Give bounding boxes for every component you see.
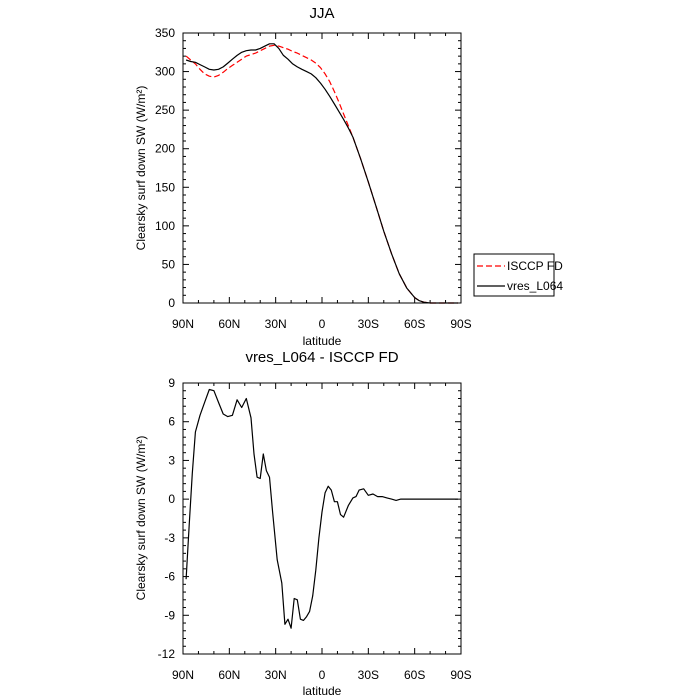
- x-tick-label: 90S: [450, 668, 471, 682]
- series-line-difference: [185, 388, 458, 629]
- y-tick-label: 6: [168, 415, 175, 429]
- y-tick-label: 350: [155, 26, 175, 40]
- y-tick-label: 3: [168, 453, 175, 467]
- y-tick-label: 0: [168, 296, 175, 310]
- x-tick-label: 90N: [172, 317, 194, 331]
- x-tick-label: 30N: [265, 317, 287, 331]
- series-lines: [185, 43, 458, 304]
- x-tick-label: 60S: [404, 668, 425, 682]
- y-tick-label: 200: [155, 142, 175, 156]
- x-tick-label: 90S: [450, 317, 471, 331]
- legend-label-isccp: ISCCP FD: [507, 259, 563, 273]
- legend: ISCCP FD vres_L064: [473, 253, 563, 297]
- x-tick-label: 0: [319, 668, 326, 682]
- y-tick-label: 50: [162, 257, 176, 271]
- x-tick-label: 30S: [358, 317, 379, 331]
- y-tick-label: 0: [168, 492, 175, 506]
- chart-title: vres_L064 - ISCCP FD: [245, 349, 398, 366]
- axis-ticks: 90N 60N 30N 0 30S 60S 90S -12 -9 -6 -3 0 3 6 9: [158, 376, 472, 682]
- x-tick-label: 90N: [172, 668, 194, 682]
- x-tick-label: 60N: [218, 317, 240, 331]
- chart-title: JJA: [309, 5, 334, 22]
- x-axis-label: latitude: [303, 684, 342, 698]
- top-panel: JJA 90N 60N 30N 0 30S 60S 90S 0 50 100 150 200 250 30…: [134, 5, 563, 348]
- x-tick-label: 30S: [358, 668, 379, 682]
- series-line-isccp-fd: [185, 44, 458, 304]
- y-tick-label: 100: [155, 219, 175, 233]
- y-axis-label: Clearsky surf down SW (W/m²): [134, 436, 148, 601]
- x-tick-label: 60N: [218, 668, 240, 682]
- y-tick-label: -3: [164, 531, 175, 545]
- plot-frame: [182, 382, 462, 655]
- legend-box: [473, 253, 555, 297]
- x-tick-label: 30N: [265, 668, 287, 682]
- x-tick-label: 60S: [404, 317, 425, 331]
- bottom-panel: vres_L064 - ISCCP FD 90N 60N 30N 0 30S 60S 90S…: [134, 349, 472, 698]
- x-axis-label: latitude: [303, 334, 342, 348]
- axis-ticks: 90N 60N 30N 0 30S 60S 90S 0 50 100 150 200 250 300 350: [155, 26, 472, 331]
- y-axis-label: Clearsky surf down SW (W/m²): [134, 86, 148, 251]
- y-tick-label: -6: [164, 570, 175, 584]
- y-tick-label: 250: [155, 103, 175, 117]
- y-tick-label: -12: [158, 647, 176, 661]
- y-tick-label: 9: [168, 376, 175, 390]
- y-tick-label: 150: [155, 180, 175, 194]
- legend-label-vres: vres_L064: [507, 279, 563, 293]
- series-line-vres-l064: [185, 43, 458, 304]
- series-lines: [185, 388, 458, 629]
- x-tick-label: 0: [319, 317, 326, 331]
- y-tick-label: 300: [155, 65, 175, 79]
- plot-frame: [182, 32, 462, 304]
- y-tick-label: -9: [164, 608, 175, 622]
